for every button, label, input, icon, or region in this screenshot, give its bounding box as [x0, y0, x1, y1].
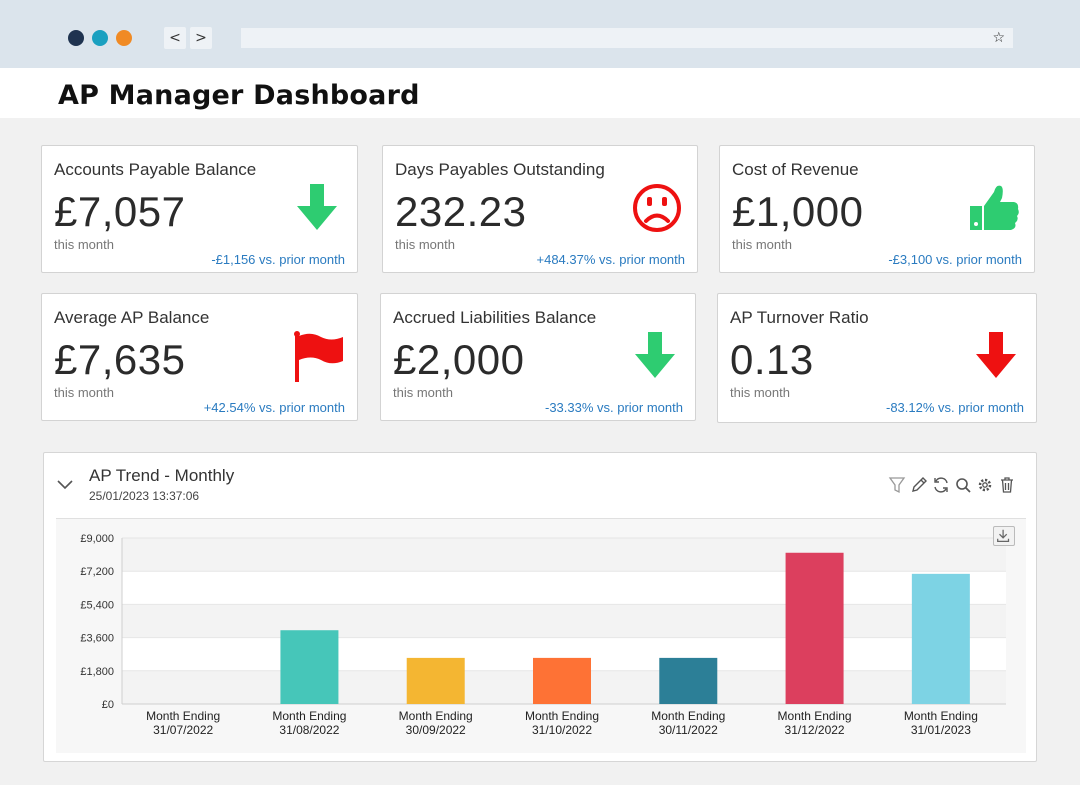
kpi-value: 0.13 [730, 336, 814, 383]
ap-trend-chart: £0 £1,800 £3,600 £5,400 £7,200 £9,000 Month En… [56, 519, 1026, 753]
download-icon[interactable] [993, 526, 1015, 546]
settings-icon[interactable] [976, 475, 994, 495]
bar [911, 573, 970, 704]
kpi-comparison: +484.37% vs. prior month [536, 252, 686, 267]
kpi-card-accrued-liabilities-balance[interactable]: Accrued Liabilities Balance £2,000 this … [380, 293, 696, 421]
kpi-period: this month [730, 385, 790, 400]
page-title: AP Manager Dashboard [58, 80, 420, 111]
x-tick-label: 31/10/2022 [532, 723, 592, 737]
window-dot-orange[interactable] [116, 30, 132, 46]
kpi-card-days-payables-outstanding[interactable]: Days Payables Outstanding 232.23 this mo… [382, 145, 698, 273]
x-tick-label: Month Ending [272, 709, 346, 723]
x-tick-label: Month Ending [778, 709, 852, 723]
grid-band [122, 538, 1006, 572]
kpi-comparison: -£3,100 vs. prior month [888, 252, 1022, 267]
bookmark-star-icon[interactable]: ☆ [992, 30, 1005, 46]
kpi-title: AP Turnover Ratio [730, 308, 869, 327]
kpi-title: Accrued Liabilities Balance [393, 308, 597, 327]
kpi-period: this month [54, 237, 114, 252]
y-tick-label: £7,200 [80, 566, 114, 578]
kpi-comparison: -83.12% vs. prior month [885, 400, 1024, 415]
bar [659, 657, 718, 704]
x-tick-label: Month Ending [904, 709, 978, 723]
panel-title: AP Trend - Monthly [89, 466, 235, 485]
kpi-comparison: -£1,156 vs. prior month [211, 252, 345, 267]
flag-red-icon [289, 328, 345, 384]
x-tick-label: Month Ending [525, 709, 599, 723]
bar [406, 657, 465, 704]
window-dot-navy[interactable] [68, 30, 84, 46]
kpi-card-average-ap-balance[interactable]: Average AP Balance £7,635 this month +42… [41, 293, 358, 421]
panel-timestamp: 25/01/2023 13:37:06 [89, 489, 200, 503]
thumbs-up-green-icon [966, 180, 1022, 236]
grid-band [122, 604, 1006, 638]
kpi-title: Average AP Balance [54, 308, 210, 327]
kpi-period: this month [393, 385, 453, 400]
kpi-period: this month [732, 237, 792, 252]
arrow-down-red-icon [968, 328, 1024, 384]
window-dot-teal[interactable] [92, 30, 108, 46]
x-tick-label: 31/08/2022 [279, 723, 339, 737]
kpi-comparison: -33.33% vs. prior month [544, 400, 683, 415]
delete-icon[interactable] [998, 475, 1016, 495]
bar [785, 552, 844, 704]
address-bar[interactable]: ☆ [241, 28, 1013, 48]
title-strip: AP Manager Dashboard [0, 68, 1080, 118]
kpi-card-cost-of-revenue[interactable]: Cost of Revenue £1,000 this month -£3,10… [719, 145, 1035, 273]
sad-face-red-icon [629, 180, 685, 236]
arrow-down-green-icon [627, 328, 683, 384]
forward-button[interactable]: > [190, 27, 212, 49]
edit-icon[interactable] [910, 475, 928, 495]
arrow-down-green-icon [289, 180, 345, 236]
kpi-period: this month [54, 385, 114, 400]
y-tick-label: £1,800 [80, 666, 114, 678]
ap-trend-panel: AP Trend - Monthly 25/01/2023 13:37:06 £… [43, 452, 1037, 762]
x-tick-label: 30/11/2022 [659, 723, 718, 737]
kpi-title: Accounts Payable Balance [54, 160, 257, 179]
x-tick-label: 31/12/2022 [785, 723, 845, 737]
bar [533, 657, 591, 704]
back-button[interactable]: < [164, 27, 186, 49]
chevron-down-icon[interactable] [56, 477, 74, 491]
panel-divider [56, 518, 1026, 519]
y-tick-label: £0 [102, 699, 114, 711]
bar-chart: £0 £1,800 £3,600 £5,400 £7,200 £9,000 Month En… [80, 533, 1006, 737]
x-tick-label: 30/09/2022 [406, 723, 466, 737]
kpi-comparison: +42.54% vs. prior month [203, 400, 345, 415]
x-tick-label: Month Ending [399, 709, 473, 723]
filter-icon[interactable] [888, 475, 906, 495]
search-icon[interactable] [954, 475, 972, 495]
kpi-value: £7,635 [54, 336, 186, 383]
kpi-title: Cost of Revenue [732, 160, 859, 179]
kpi-period: this month [395, 237, 455, 252]
panel-toolbar [888, 475, 1016, 495]
kpi-value: £1,000 [732, 188, 864, 235]
kpi-value: £2,000 [393, 336, 525, 383]
x-tick-label: Month Ending [146, 709, 220, 723]
kpi-card-accounts-payable-balance[interactable]: Accounts Payable Balance £7,057 this mon… [41, 145, 358, 273]
kpi-value: £7,057 [54, 188, 186, 235]
x-tick-label: 31/07/2022 [153, 723, 213, 737]
bar [280, 630, 339, 704]
refresh-icon[interactable] [932, 475, 950, 495]
browser-toolbar: < > ☆ [0, 0, 1080, 68]
y-tick-label: £3,600 [80, 633, 114, 645]
x-tick-label: 31/01/2023 [911, 723, 971, 737]
kpi-value: 232.23 [395, 188, 527, 235]
kpi-card-ap-turnover-ratio[interactable]: AP Turnover Ratio 0.13 this month -83.12… [717, 293, 1037, 423]
y-tick-label: £5,400 [80, 599, 114, 611]
y-tick-label: £9,000 [80, 533, 114, 545]
x-tick-label: Month Ending [651, 709, 725, 723]
kpi-title: Days Payables Outstanding [395, 160, 605, 179]
